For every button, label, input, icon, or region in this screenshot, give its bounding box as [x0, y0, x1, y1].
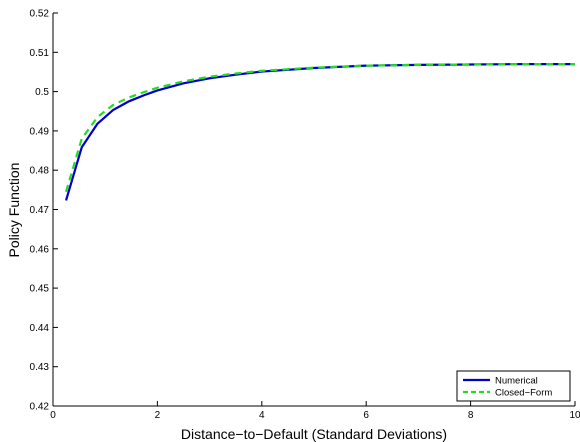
- y-axis-label: Policy Function: [6, 163, 22, 258]
- plot-area: [53, 13, 575, 406]
- y-tick-label: 0.5: [35, 87, 49, 98]
- y-tick-label: 0.44: [30, 323, 50, 334]
- x-tick-label: 0: [50, 410, 56, 421]
- y-tick-label: 0.49: [30, 126, 50, 137]
- y-tick-label: 0.47: [30, 205, 50, 216]
- y-tick-label: 0.46: [30, 244, 50, 255]
- y-tick-label: 0.48: [30, 166, 50, 177]
- y-tick-label: 0.42: [30, 402, 50, 413]
- x-axis-label: Distance−to−Default (Standard Deviations…: [181, 426, 447, 442]
- x-tick-label: 6: [363, 410, 369, 421]
- y-tick-label: 0.52: [30, 9, 50, 20]
- y-tick-label: 0.51: [30, 48, 50, 59]
- x-tick-label: 10: [569, 410, 580, 421]
- x-tick-label: 8: [468, 410, 474, 421]
- legend-box: [456, 370, 571, 402]
- legend-label-0: Numerical: [495, 376, 538, 387]
- x-tick-label: 4: [259, 410, 265, 421]
- axes-layer: 0 2 4 6 8 10 0.42 0.43 0.44 0.45 0.46 0.47 0.48 0.49 0…: [30, 9, 580, 422]
- legend-label-1: Closed−Form: [495, 388, 552, 399]
- series-layer: [64, 62, 575, 201]
- series-line-0: [64, 62, 575, 201]
- x-tick-label: 2: [155, 410, 161, 421]
- y-tick-label: 0.45: [30, 284, 50, 295]
- y-tick-label: 0.43: [30, 362, 50, 373]
